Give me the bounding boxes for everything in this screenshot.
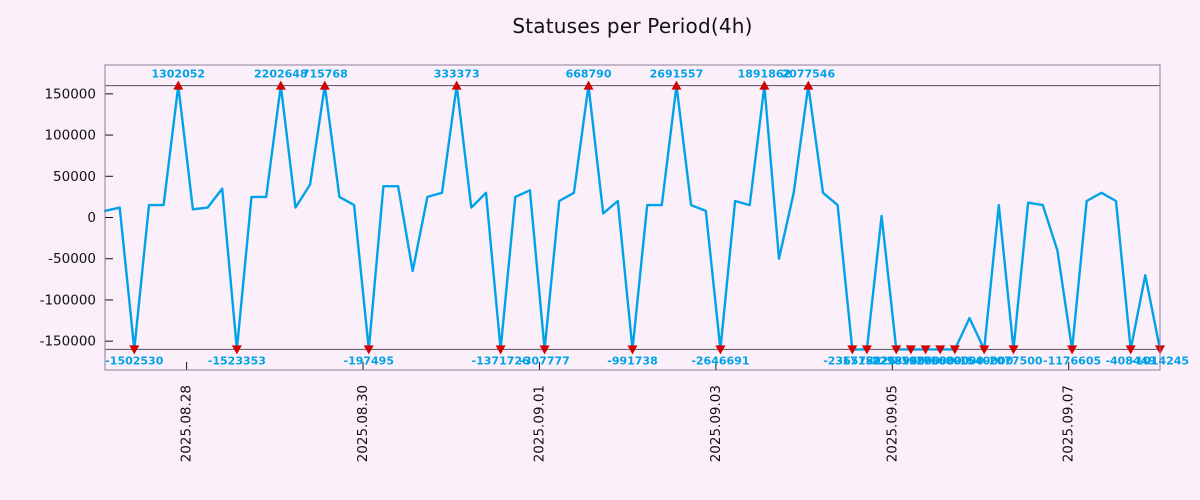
clip-marker xyxy=(627,345,638,355)
clip-marker xyxy=(539,345,550,355)
clip-marker xyxy=(891,345,902,355)
value-label: -2298960 xyxy=(867,354,925,367)
clip-marker xyxy=(495,345,506,355)
x-axis-tick-label: 2025.09.05 xyxy=(884,385,900,462)
y-axis-tick-label: 100000 xyxy=(44,128,96,144)
value-label: -1540000 xyxy=(955,354,1013,367)
clip-marker xyxy=(275,80,286,90)
clip-marker xyxy=(1067,345,1078,355)
clip-marker xyxy=(671,80,682,90)
clip-marker xyxy=(363,345,374,355)
series-line xyxy=(103,84,1162,351)
y-axis-tick-label: -100000 xyxy=(40,292,96,308)
value-label: 715768 xyxy=(302,68,348,81)
value-label: -307777 xyxy=(519,354,570,367)
clip-marker xyxy=(861,345,872,355)
value-label: 2691557 xyxy=(650,68,704,81)
clip-marker xyxy=(905,345,916,355)
clip-marker xyxy=(231,345,242,355)
clip-marker xyxy=(451,80,462,90)
chart-title: Statuses per Period(4h) xyxy=(512,14,753,38)
clip-marker xyxy=(319,80,330,90)
x-axis-tick-label: 2025.09.03 xyxy=(708,385,724,462)
value-label: -2646691 xyxy=(691,354,749,367)
value-label: -2365782 xyxy=(823,354,881,367)
value-label: 2077546 xyxy=(782,68,836,81)
value-label: -1371726 xyxy=(472,354,530,367)
x-axis-tick-label: 2025.09.01 xyxy=(531,385,547,462)
value-label: 1302052 xyxy=(151,68,205,81)
y-axis-tick-label: 150000 xyxy=(44,86,96,102)
value-label: 1891862 xyxy=(738,68,792,81)
value-label: 668790 xyxy=(566,68,612,81)
value-label: -991738 xyxy=(607,354,658,367)
clip-marker xyxy=(847,345,858,355)
value-label: -408449 xyxy=(1105,354,1156,367)
clip-marker xyxy=(949,345,960,355)
value-label: -1850000 xyxy=(882,354,940,367)
clip-marker xyxy=(583,80,594,90)
clip-marker xyxy=(1008,345,1019,355)
clip-marker xyxy=(920,345,931,355)
value-label: -1715026 xyxy=(838,354,896,367)
y-axis-tick-label: -150000 xyxy=(40,334,96,350)
clip-marker xyxy=(129,345,140,355)
x-axis-tick-label: 2025.09.07 xyxy=(1061,385,1077,462)
x-axis-tick-label: 2025.08.30 xyxy=(355,385,371,462)
value-label: -2077500 xyxy=(984,354,1042,367)
value-label: -1502530 xyxy=(105,354,163,367)
y-axis-tick-label: 50000 xyxy=(53,169,96,185)
value-label: -1523353 xyxy=(208,354,266,367)
value-label: 333373 xyxy=(434,68,480,81)
value-label: -1176605 xyxy=(1043,354,1101,367)
value-label: -1920000 xyxy=(896,354,954,367)
y-axis-tick-label: -50000 xyxy=(48,251,96,267)
clip-marker xyxy=(759,80,770,90)
y-axis-tick-label: 0 xyxy=(87,210,96,226)
clip-marker xyxy=(173,80,184,90)
clip-marker xyxy=(1125,345,1136,355)
value-label: -197495 xyxy=(344,354,395,367)
clip-marker xyxy=(803,80,814,90)
value-label: -1760000 xyxy=(911,354,969,367)
clip-marker xyxy=(935,345,946,355)
value-label: -1680000 xyxy=(926,354,984,367)
value-label: 2202648 xyxy=(254,68,308,81)
x-axis-tick-label: 2025.08.28 xyxy=(179,385,195,462)
clip-marker xyxy=(715,345,726,355)
plot-frame xyxy=(104,64,1161,371)
clip-marker xyxy=(979,345,990,355)
